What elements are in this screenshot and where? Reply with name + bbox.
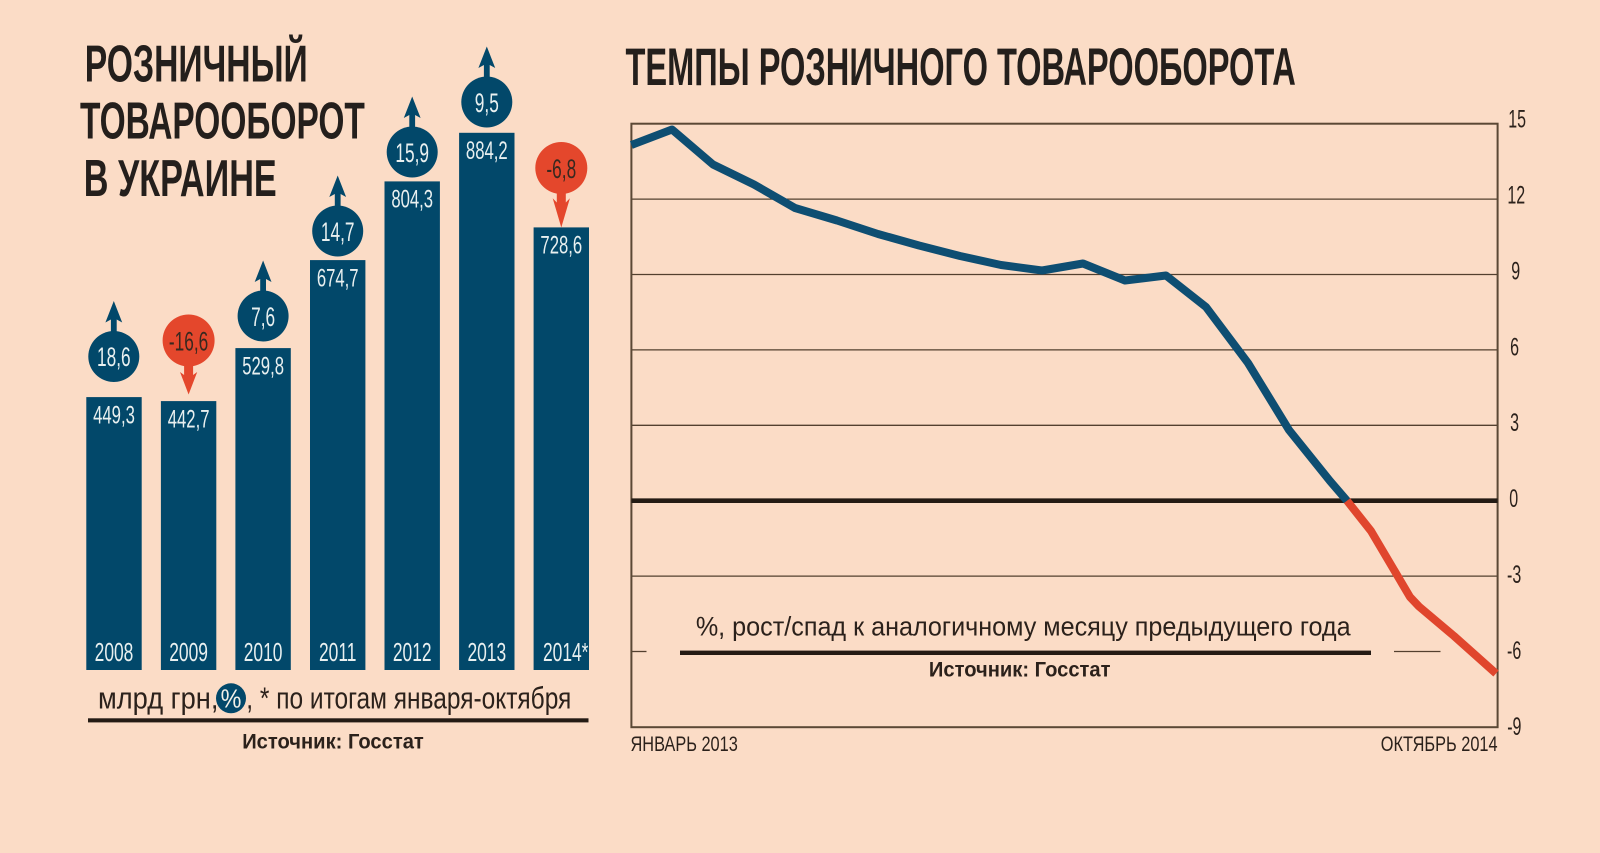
svg-text:ТОВАРООБОРОТ: ТОВАРООБОРОТ <box>80 92 365 150</box>
svg-text:-9: -9 <box>1507 714 1521 741</box>
svg-text:15,9: 15,9 <box>395 137 429 168</box>
svg-text:804,3: 804,3 <box>391 185 433 213</box>
svg-text:В УКРАИНЕ: В УКРАИНЕ <box>84 150 277 208</box>
svg-text:884,2: 884,2 <box>466 137 508 165</box>
svg-text:2012: 2012 <box>393 638 432 667</box>
svg-text:РОЗНИЧНЫЙ: РОЗНИЧНЫЙ <box>85 33 308 94</box>
svg-text:2014*: 2014* <box>543 638 589 667</box>
svg-text:3: 3 <box>1510 410 1519 437</box>
svg-text:2010: 2010 <box>244 638 283 667</box>
svg-text:2008: 2008 <box>95 638 134 667</box>
svg-text:-16,6: -16,6 <box>169 325 208 356</box>
svg-text:9: 9 <box>1511 258 1520 285</box>
svg-text:ЯНВАРЬ 2013: ЯНВАРЬ 2013 <box>631 733 738 757</box>
svg-text:ТЕМПЫ РОЗНИЧНОГО ТОВАРООБОРОТА: ТЕМПЫ РОЗНИЧНОГО ТОВАРООБОРОТА <box>626 38 1296 97</box>
svg-text:Источник: Госстат: Источник: Госстат <box>929 658 1111 681</box>
svg-text:-3: -3 <box>1507 562 1521 589</box>
svg-text:2011: 2011 <box>319 638 356 667</box>
svg-text:18,6: 18,6 <box>97 341 131 372</box>
svg-text:529,8: 529,8 <box>242 352 284 380</box>
svg-text:, * по итогам января-октября: , * по итогам января-октября <box>246 681 571 715</box>
svg-text:728,6: 728,6 <box>540 231 582 259</box>
svg-text:674,7: 674,7 <box>317 264 359 292</box>
svg-text:0: 0 <box>1509 486 1518 513</box>
svg-text:9,5: 9,5 <box>475 87 499 118</box>
svg-text:-6,8: -6,8 <box>546 153 576 184</box>
svg-text:6: 6 <box>1510 334 1519 361</box>
svg-text:%, рост/спад к аналогичному ме: %, рост/спад к аналогичному месяцу преды… <box>696 613 1351 642</box>
svg-text:млрд грн,: млрд грн, <box>98 682 218 716</box>
svg-text:%: % <box>221 685 242 713</box>
svg-text:2009: 2009 <box>169 638 208 667</box>
svg-text:15: 15 <box>1508 106 1526 133</box>
svg-text:14,7: 14,7 <box>321 216 355 247</box>
svg-text:2013: 2013 <box>467 638 506 667</box>
svg-text:449,3: 449,3 <box>93 401 135 429</box>
svg-text:442,7: 442,7 <box>168 405 210 433</box>
svg-text:12: 12 <box>1507 182 1525 209</box>
svg-text:Источник: Госстат: Источник: Госстат <box>242 730 424 753</box>
svg-text:7,6: 7,6 <box>251 301 275 332</box>
svg-text:-6: -6 <box>1507 638 1521 665</box>
svg-text:ОКТЯБРЬ 2014: ОКТЯБРЬ 2014 <box>1381 733 1498 757</box>
